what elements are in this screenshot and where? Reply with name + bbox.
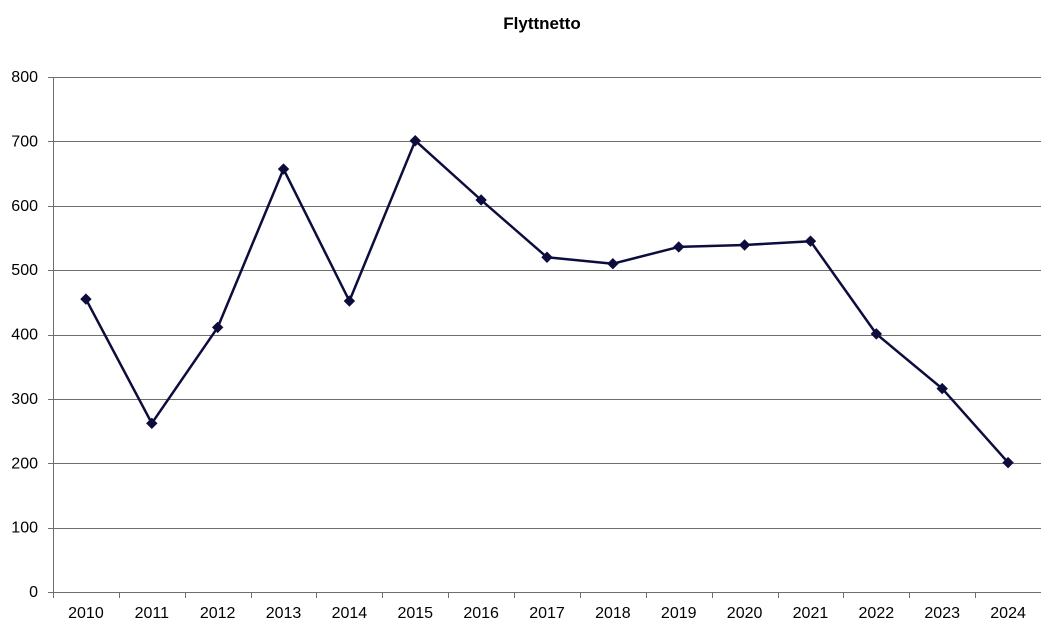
x-tick-label: 2019 — [661, 605, 697, 620]
x-tick-labels: 2010 2011 2012 2013 2014 2015 2016 2017 2018 2019… — [68, 605, 1026, 620]
series — [80, 135, 1014, 469]
x-tick-label: 2024 — [990, 605, 1026, 620]
y-tick-label: 200 — [11, 455, 38, 472]
data-point-2013 — [277, 163, 290, 175]
y-tick-label: 400 — [11, 327, 38, 344]
x-tick-label: 2013 — [266, 605, 302, 620]
data-point-2020 — [738, 239, 751, 251]
y-tick-label: 800 — [11, 69, 38, 86]
axes — [48, 77, 1041, 598]
data-point-2012 — [211, 321, 224, 334]
data-point-2018 — [607, 257, 619, 270]
data-point-2014 — [343, 295, 356, 307]
data-point-2023 — [936, 382, 948, 395]
data-point-2011 — [146, 417, 158, 430]
y-tick-labels: 0 100 200 300 400 500 600 700 800 — [11, 69, 38, 601]
data-point-2016 — [475, 194, 487, 206]
chart-title: Flyttnetto — [503, 14, 580, 33]
data-point-2015 — [409, 135, 421, 147]
x-tick-label: 2010 — [68, 605, 104, 620]
data-point-2010 — [80, 293, 92, 305]
y-tick-label: 700 — [11, 133, 38, 150]
x-tick-label: 2017 — [529, 605, 565, 620]
x-tick-label: 2022 — [859, 605, 895, 620]
data-point-2017 — [541, 251, 553, 263]
y-tick-label: 300 — [11, 391, 38, 408]
data-point-2024 — [1002, 456, 1014, 469]
y-tick-label: 100 — [11, 520, 38, 537]
gridlines — [53, 77, 1041, 529]
y-tick-label: 0 — [29, 584, 38, 601]
y-tick-label: 600 — [11, 198, 38, 215]
x-tick-label: 2020 — [727, 605, 763, 620]
x-tick-label: 2016 — [463, 605, 499, 620]
y-tick-label: 500 — [11, 262, 38, 279]
series-line — [84, 139, 1010, 464]
data-point-2022 — [870, 328, 883, 340]
x-tick-label: 2021 — [793, 605, 829, 620]
data-point-2019 — [673, 241, 685, 253]
x-tick-label: 2018 — [595, 605, 631, 620]
x-tick-label: 2011 — [135, 605, 170, 620]
x-tick-label: 2015 — [397, 605, 433, 620]
x-tick-label: 2023 — [924, 605, 960, 620]
data-point-2021 — [804, 235, 817, 247]
x-tick-label: 2012 — [200, 605, 236, 620]
x-tick-label: 2014 — [332, 605, 368, 620]
